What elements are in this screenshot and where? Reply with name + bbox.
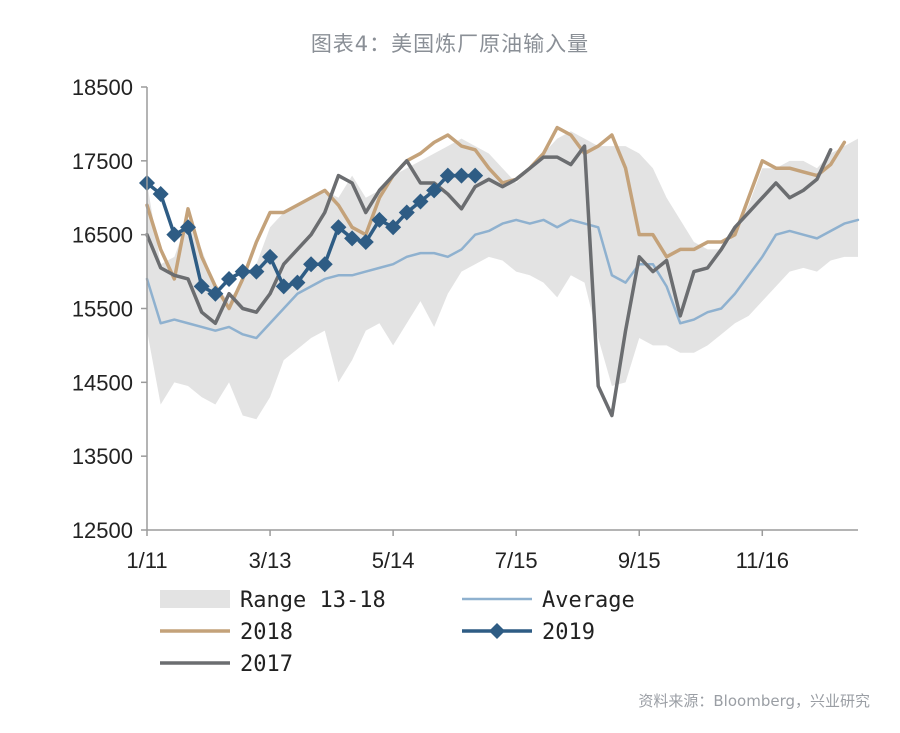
legend-label: 2017 <box>240 652 293 677</box>
point-2019-20 <box>398 204 415 221</box>
point-2019-4 <box>180 219 197 236</box>
legend-item-average: Average <box>462 588 635 613</box>
legend-label: 2019 <box>542 620 595 645</box>
y-tick-label: 14500 <box>72 370 133 395</box>
x-tick-label: 5/14 <box>372 548 415 573</box>
series-line-2017 <box>145 144 833 418</box>
point-2019-2 <box>152 186 169 203</box>
y-tick-label: 12500 <box>72 518 133 543</box>
point-2019-18 <box>371 211 388 228</box>
point-2019-10 <box>262 248 279 265</box>
legend-label: 2018 <box>240 620 293 645</box>
y-tick-label: 15500 <box>72 297 133 322</box>
y-tick-label: 16500 <box>72 223 133 248</box>
point-2019-24 <box>453 167 470 184</box>
point-2019-12 <box>289 274 306 291</box>
range-band-layer <box>147 131 858 420</box>
x-tick-label: 3/13 <box>249 548 292 573</box>
point-2019-7 <box>221 270 238 287</box>
legend-item-2017: 2017 <box>160 652 293 677</box>
legend-label: Range 13-18 <box>240 588 386 613</box>
legend-item-2019: 2019 <box>462 620 595 645</box>
point-2019-23 <box>439 167 456 184</box>
legend-swatch-range <box>160 590 230 608</box>
legend: Range 13-18 Average 2018 2019 2017 <box>160 588 635 677</box>
legend-label: Average <box>542 588 635 613</box>
marker-layer <box>139 167 484 302</box>
series-layer <box>145 125 860 418</box>
x-tick-label: 7/15 <box>495 548 538 573</box>
axes: 12500 13500 14500 15500 16500 17500 18500 1/11 3… <box>72 75 858 573</box>
point-2019-14 <box>316 256 333 273</box>
legend-item-range-13-18: Range 13-18 <box>160 588 386 613</box>
point-2019-21 <box>412 193 429 210</box>
point-2019-15 <box>330 219 347 236</box>
point-2019-19 <box>385 219 402 236</box>
series-line-average <box>145 218 860 340</box>
x-tick-label: 1/11 <box>126 548 167 573</box>
range-band-13-18 <box>147 131 858 420</box>
x-tick-label: 11/16 <box>736 548 789 573</box>
x-tick-label: 9/15 <box>618 548 661 573</box>
point-2019-11 <box>275 278 292 295</box>
point-2019-8 <box>234 263 251 280</box>
y-tick-label: 17500 <box>72 149 133 174</box>
point-2019-22 <box>426 182 443 199</box>
point-2019-5 <box>193 278 210 295</box>
point-2019-16 <box>344 230 361 247</box>
y-tick-label: 18500 <box>72 75 133 100</box>
point-2019-25 <box>467 167 484 184</box>
point-2019-3 <box>166 226 183 243</box>
chart: 12500 13500 14500 15500 16500 17500 18500 1/11 3… <box>72 75 860 677</box>
legend-item-2018: 2018 <box>160 620 293 645</box>
point-2019-9 <box>248 263 265 280</box>
chart-title: 图表4：美国炼厂原油输入量 <box>310 32 590 56</box>
source-note: 资料来源：Bloomberg，兴业研究 <box>638 692 870 710</box>
point-2019-6 <box>207 285 224 302</box>
y-tick-label: 13500 <box>72 444 133 469</box>
point-2019-13 <box>303 256 320 273</box>
legend-swatch-marker <box>489 623 505 639</box>
point-2019-17 <box>357 234 374 251</box>
